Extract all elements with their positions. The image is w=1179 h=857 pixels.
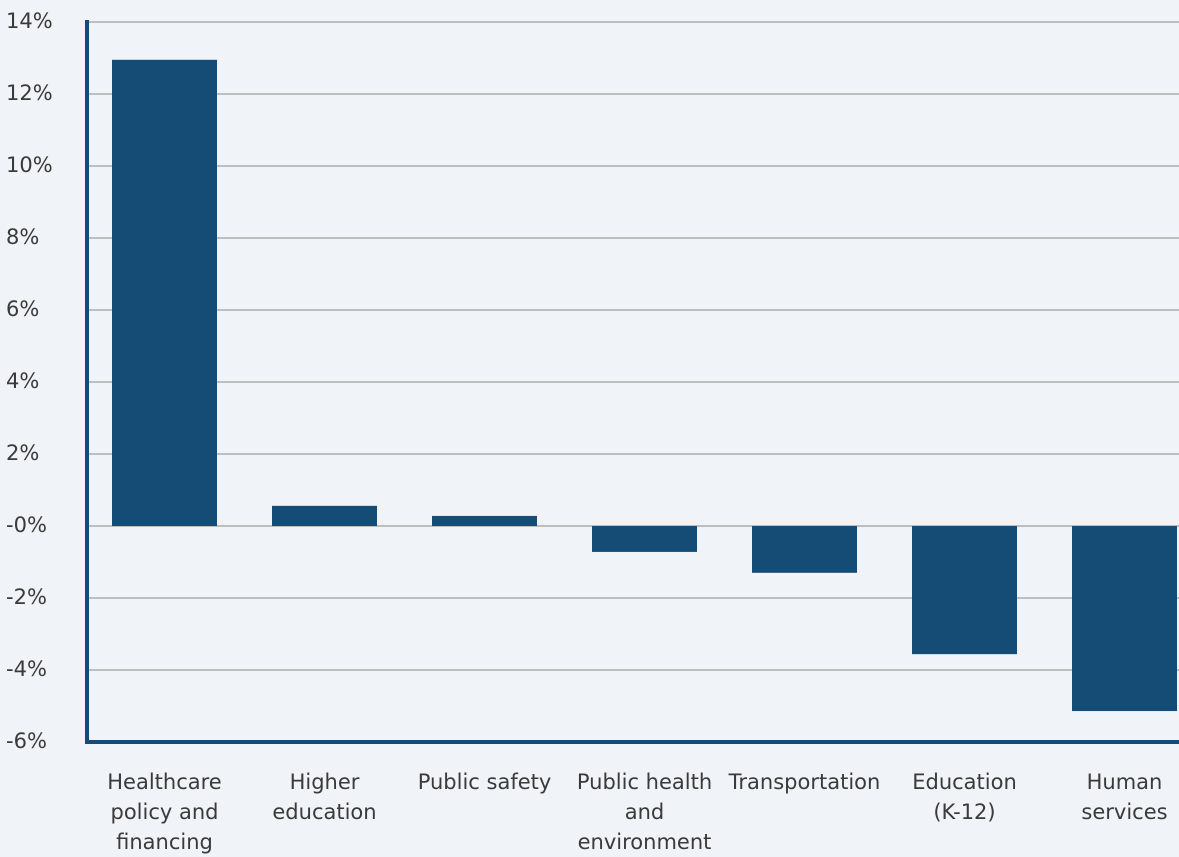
x-tick-label: Higher education: [272, 770, 376, 824]
x-tick-label: Public health and environment: [577, 770, 712, 854]
y-tick-label: -0%: [6, 513, 47, 537]
x-tick-label: Public safety: [418, 770, 552, 794]
bar: [272, 505, 377, 526]
x-tick-label: Human services: [1081, 770, 1167, 824]
y-tick-label: 8%: [6, 225, 39, 249]
y-tick-label: -2%: [6, 585, 47, 609]
bar: [912, 526, 1017, 655]
bar: [592, 526, 697, 552]
y-tick-label: 10%: [6, 153, 53, 177]
y-tick-label: 12%: [6, 81, 53, 105]
y-tick-label: -4%: [6, 657, 47, 681]
bar: [752, 526, 857, 573]
y-tick-label: -6%: [6, 729, 47, 753]
bar: [1072, 526, 1177, 712]
bar: [112, 59, 217, 527]
y-tick-label: 6%: [6, 297, 39, 321]
y-tick-label: 14%: [6, 9, 53, 33]
y-tick-label: 2%: [6, 441, 39, 465]
x-tick-label: Education (K-12): [912, 770, 1017, 824]
y-tick-label: 4%: [6, 369, 39, 393]
x-tick-label: Transportation: [728, 770, 881, 794]
bar: [432, 515, 537, 526]
x-tick-label: Healthcare policy and financing: [107, 770, 221, 854]
